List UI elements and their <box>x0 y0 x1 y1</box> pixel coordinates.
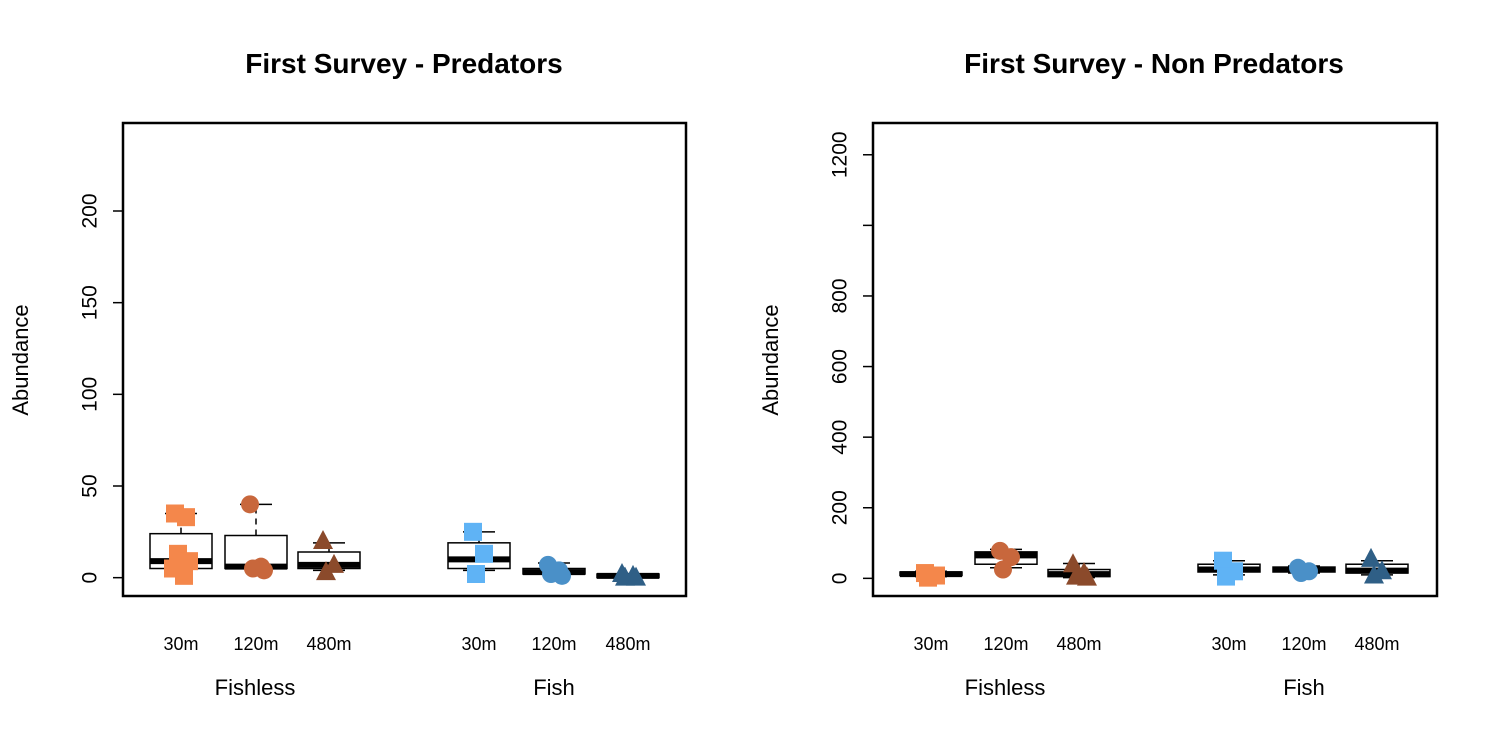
chart-title: First Survey - Predators <box>245 48 562 79</box>
data-point <box>464 522 482 541</box>
box-fishless-120m <box>974 541 1038 579</box>
data-point <box>316 561 336 581</box>
data-point <box>241 495 259 514</box>
box-fishless-480m <box>297 530 361 581</box>
y-tick-label: 200 <box>829 490 852 525</box>
group-label-fishless: Fishless <box>965 675 1046 700</box>
data-point <box>1361 547 1381 567</box>
data-point <box>177 508 195 527</box>
data-point <box>475 544 493 563</box>
y-tick-label: 1200 <box>829 131 852 178</box>
x-category-label: 120m <box>1281 634 1326 654</box>
plot-frame <box>121 121 688 598</box>
data-point <box>467 565 485 583</box>
data-point <box>994 560 1012 579</box>
y-axis-label: Abundance <box>8 304 33 415</box>
box-fish-480m <box>1345 547 1409 584</box>
data-point <box>1364 564 1384 584</box>
y-tick-label: 0 <box>79 572 102 584</box>
x-category-label: 120m <box>233 634 278 654</box>
data-point <box>626 566 646 586</box>
x-category-label: 120m <box>983 634 1028 654</box>
group-label-fish: Fish <box>533 675 575 700</box>
box-fish-480m <box>596 563 660 586</box>
group-label-fish: Fish <box>1283 675 1325 700</box>
data-point <box>180 552 198 571</box>
data-point <box>1063 553 1083 573</box>
box-fish-120m <box>522 555 586 585</box>
y-tick-label: 100 <box>79 377 102 412</box>
data-point <box>175 566 193 585</box>
box-fishless-480m <box>1047 553 1111 586</box>
plot-frame <box>871 121 1439 598</box>
box-fish-30m <box>447 522 511 583</box>
chart-panel-non-predators: First Survey - Non Predators Abundance F… <box>758 48 1439 700</box>
y-tick-label: 50 <box>79 474 102 497</box>
x-category-label: 30m <box>163 634 198 654</box>
y-tick-label: 400 <box>829 420 852 455</box>
x-category-label: 120m <box>531 634 576 654</box>
group-label-fishless: Fishless <box>215 675 296 700</box>
y-tick-label: 0 <box>829 573 852 585</box>
y-tick-label: 600 <box>829 349 852 384</box>
data-point <box>1077 566 1097 586</box>
data-point <box>919 568 937 587</box>
x-category-label: 480m <box>1354 634 1399 654</box>
data-point <box>1217 567 1235 586</box>
x-category-label: 30m <box>1211 634 1246 654</box>
x-category-label: 30m <box>461 634 496 654</box>
y-tick-label: 150 <box>79 285 102 320</box>
box-fishless-120m <box>224 495 288 580</box>
data-point <box>255 561 273 580</box>
x-category-label: 480m <box>605 634 650 654</box>
box-fish-120m <box>1272 558 1336 583</box>
x-category-label: 480m <box>306 634 351 654</box>
chart-title: First Survey - Non Predators <box>964 48 1344 79</box>
y-axis-label: Abundance <box>758 304 783 415</box>
box-fishless-30m <box>149 504 213 585</box>
x-category-label: 30m <box>913 634 948 654</box>
chart-panel-predators: First Survey - Predators Abundance Fishl… <box>8 48 688 700</box>
box-fishless-30m <box>899 564 963 587</box>
data-point <box>1292 564 1310 583</box>
data-point <box>553 566 571 585</box>
y-tick-label: 200 <box>79 193 102 228</box>
y-tick-label: 800 <box>829 278 852 313</box>
x-category-label: 480m <box>1056 634 1101 654</box>
data-point <box>313 530 333 549</box>
box-fish-30m <box>1197 551 1261 586</box>
